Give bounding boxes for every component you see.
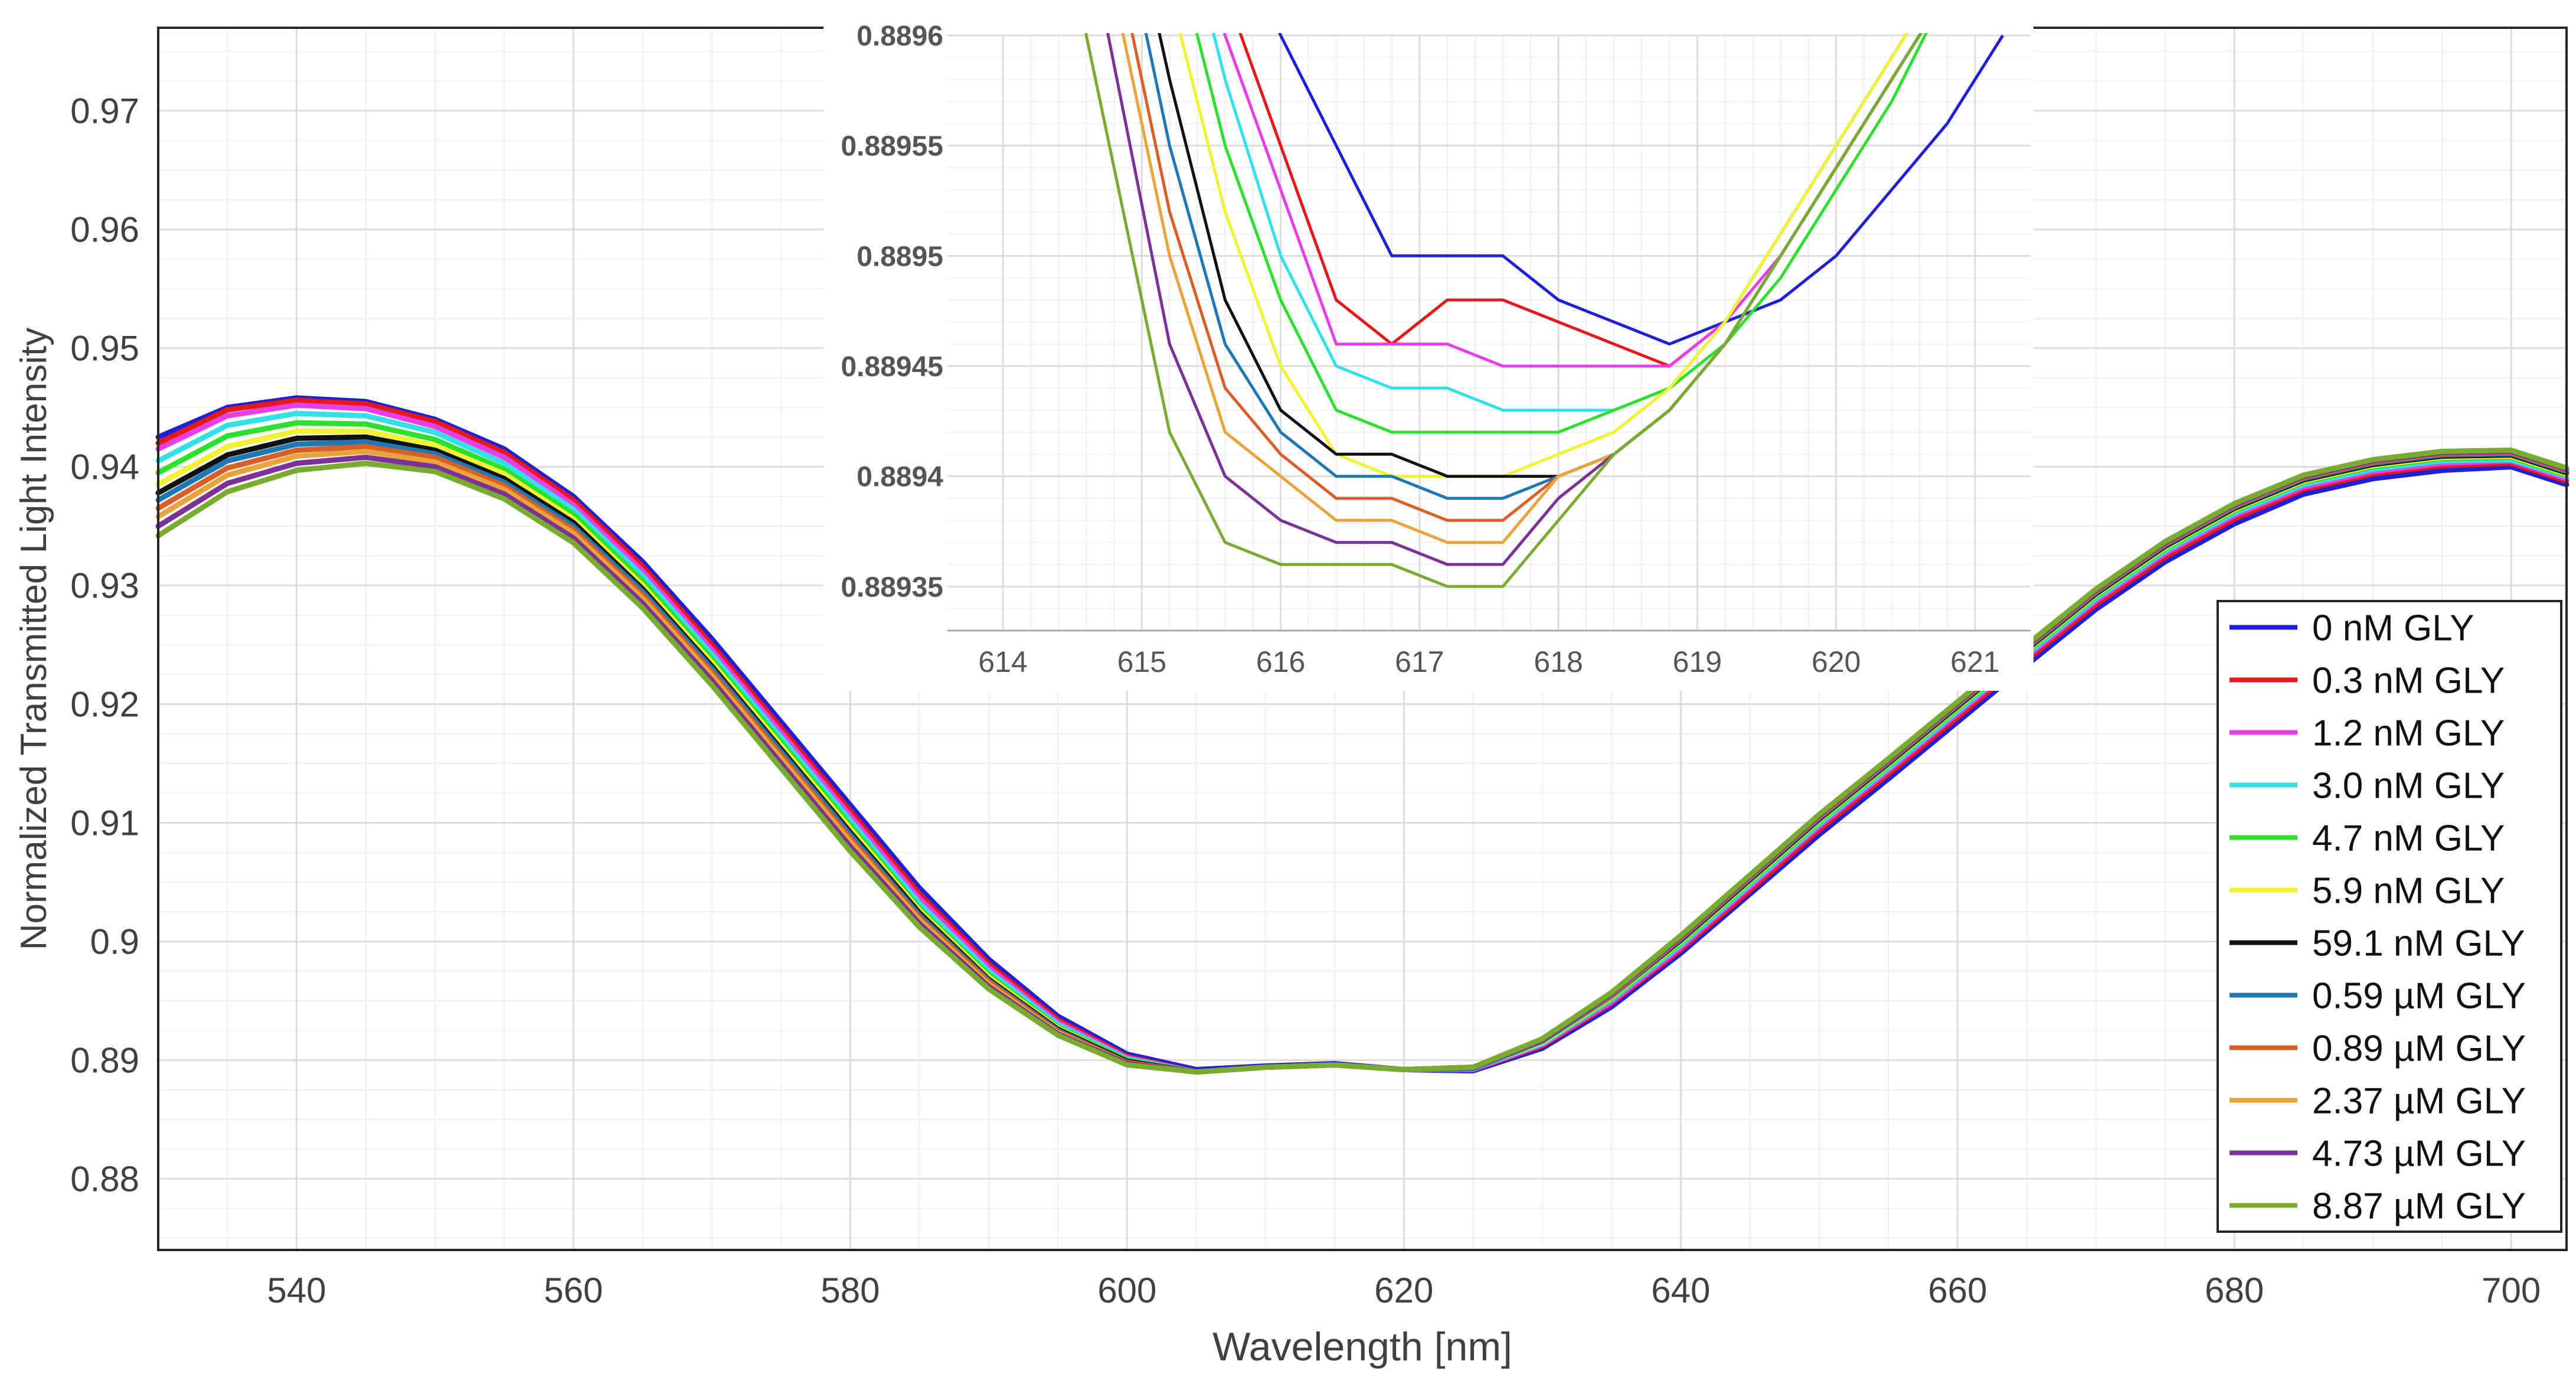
inset-y-tick-label: 0.88935: [841, 572, 943, 603]
main-y-tick-label: 0.91: [70, 804, 139, 843]
inset-x-tick-label: 614: [978, 645, 1027, 678]
main-y-tick-label: 0.95: [70, 329, 139, 368]
legend-item: 0.3 nM GLY: [2230, 661, 2505, 701]
legend-entries: 0 nM GLY 0.3 nM GLY 1.2 nM GLY 3.0 nM GLY 4.…: [2230, 608, 2526, 1227]
legend-label: 5.9 nM GLY: [2312, 871, 2505, 912]
x-axis-label: Wavelength [nm]: [1212, 1324, 1512, 1369]
main-series-lines: [155, 395, 2570, 1075]
inset-series-line-5: [1178, 33, 1909, 478]
main-x-tick-label: 680: [2205, 1271, 2264, 1310]
main-x-tick-label: 620: [1374, 1271, 1433, 1310]
main-y-tick-label: 0.88: [70, 1159, 139, 1199]
legend-item: 1.2 nM GLY: [2230, 713, 2505, 754]
inset-x-tick-label: 617: [1395, 645, 1444, 678]
main-y-tick-label: 0.89: [70, 1040, 139, 1080]
inset-series-line-11: [1084, 33, 1923, 588]
y-axis-label: Normalized Transmitted Light Intensity: [14, 328, 54, 950]
legend-item: 59.1 nM GLY: [2230, 923, 2525, 964]
legend-item: 0 nM GLY: [2230, 608, 2474, 649]
legend-item: 5.9 nM GLY: [2230, 871, 2505, 912]
inset-y-tick-label: 0.8894: [857, 462, 943, 493]
main-x-tick-label: 600: [1097, 1271, 1156, 1310]
legend-label: 4.73 µM GLY: [2312, 1134, 2526, 1174]
inset-series-lines: [1084, 33, 2005, 588]
inset-y-tick-label: 0.88955: [841, 131, 943, 162]
main-y-tick-label: 0.97: [70, 92, 139, 131]
inset-x-tick-label: 618: [1534, 645, 1583, 678]
inset-x-tick-label: 621: [1950, 645, 1999, 678]
legend-label: 1.2 nM GLY: [2312, 713, 2505, 754]
main-x-tick-label: 560: [544, 1271, 603, 1310]
main-x-tick-label: 660: [1928, 1271, 1987, 1310]
main-x-tick-label: 640: [1651, 1271, 1710, 1310]
inset-series-line-0: [1278, 33, 2005, 346]
inset-chart: 614 615 616 617 618 619 620 621 0.889350.88940.…: [823, 21, 2034, 691]
main-y-tick-labels: 0.88 0.89 0.9 0.91 0.92 0.93 0.94 0.95 0.96 0.97: [70, 92, 139, 1199]
inset-x-tick-label: 616: [1256, 645, 1305, 678]
legend-item: 0.89 µM GLY: [2230, 1029, 2526, 1069]
main-y-tick-label: 0.93: [70, 566, 139, 606]
legend-item: 0.59 µM GLY: [2230, 976, 2526, 1017]
inset-x-tick-label: 620: [1812, 645, 1861, 678]
main-y-tick-label: 0.92: [70, 685, 139, 724]
main-y-tick-label: 0.94: [70, 448, 139, 487]
legend-item: 2.37 µM GLY: [2230, 1081, 2526, 1122]
legend: 0 nM GLY 0.3 nM GLY 1.2 nM GLY 3.0 nM GLY 4.…: [2217, 600, 2562, 1233]
main-series-line-11: [155, 448, 2570, 1075]
main-x-tick-label: 700: [2482, 1271, 2541, 1310]
main-y-tick-label: 0.96: [70, 210, 139, 250]
legend-item: 3.0 nM GLY: [2230, 766, 2505, 807]
legend-label: 0.59 µM GLY: [2312, 976, 2526, 1017]
inset-x-tick-labels: 614 615 616 617 618 619 620 621: [978, 645, 1999, 678]
inset-y-tick-labels: 0.88935 0.8894 0.88945 0.8895 0.88955 0.8896: [841, 21, 943, 603]
legend-label: 3.0 nM GLY: [2312, 766, 2505, 807]
legend-label: 0 nM GLY: [2312, 608, 2474, 649]
legend-label: 0.3 nM GLY: [2312, 661, 2505, 701]
legend-label: 0.89 µM GLY: [2312, 1029, 2526, 1069]
inset-y-tick-label: 0.88945: [841, 351, 943, 383]
legend-label: 59.1 nM GLY: [2312, 923, 2525, 964]
inset-x-tick-label: 615: [1117, 645, 1166, 678]
legend-label: 4.7 nM GLY: [2312, 818, 2505, 859]
legend-label: 8.87 µM GLY: [2312, 1186, 2526, 1227]
legend-item: 8.87 µM GLY: [2230, 1186, 2526, 1227]
legend-label: 2.37 µM GLY: [2312, 1081, 2526, 1122]
legend-box: [2217, 600, 2562, 1233]
inset-x-tick-label: 619: [1673, 645, 1722, 678]
legend-item: 4.73 µM GLY: [2230, 1134, 2526, 1174]
main-x-tick-label: 540: [267, 1271, 326, 1310]
inset-y-tick-label: 0.8895: [857, 241, 943, 272]
inset-series-line-4: [1195, 33, 1928, 434]
legend-item: 4.7 nM GLY: [2230, 818, 2505, 859]
main-x-tick-label: 580: [820, 1271, 880, 1310]
main-y-tick-label: 0.9: [90, 922, 139, 961]
main-x-tick-labels: 540 560 580 600 620 640 660 680 700: [267, 1271, 2541, 1310]
inset-y-tick-label: 0.8896: [857, 21, 943, 52]
